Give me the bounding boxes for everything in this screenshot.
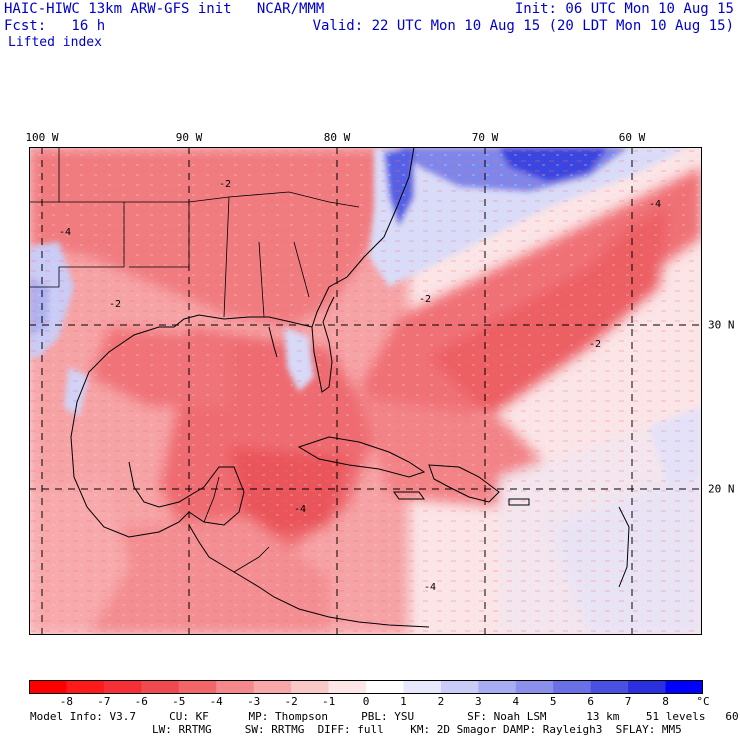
model-info-line2: LW: RRTMG SW: RRTMG DIFF: full KM: 2D Sm… (152, 723, 682, 736)
colorbar-label: 3 (474, 695, 482, 708)
colorbar-label: -7 (97, 695, 111, 708)
borders (29, 147, 360, 573)
colorbar-label: 1 (400, 695, 407, 708)
map-frame (29, 147, 702, 635)
lon-label-90w: 90 W (175, 131, 203, 144)
colorbar-label: 8 (662, 695, 669, 708)
colorbar (29, 680, 703, 694)
contour-label: -4 (59, 227, 71, 238)
colorbar-label: -3 (247, 695, 261, 708)
colorbar-label: -2 (284, 695, 298, 708)
lon-label-60w: 60 W (618, 131, 646, 144)
colorbar-frame (29, 680, 703, 694)
contour-label: -2 (219, 179, 231, 190)
contour-label: -4 (424, 582, 436, 593)
colorbar-swatch (665, 680, 703, 694)
colorbar-swatch (403, 680, 442, 694)
colorbar-label: 0 (362, 695, 370, 708)
colorbar-swatch (291, 680, 330, 694)
texture-overlay (29, 147, 702, 635)
lifted-index-map: -4 -2 -2 -4 -2 -4 -4 -2 (29, 147, 702, 635)
model-info-line1: Model Info: V3.7 CU: KF MP: Thompson PBL… (30, 710, 740, 723)
colorbar-swatch (478, 680, 517, 694)
field-name: Lifted index (8, 35, 102, 50)
lat-label-30n: 30 N (708, 318, 735, 332)
coastlines (70, 147, 630, 628)
colorbar-label: 7 (624, 695, 632, 708)
contour-label: -2 (419, 294, 431, 305)
colorbar-swatch (366, 680, 404, 694)
colorbar-label: -6 (134, 695, 148, 708)
colorbar-swatch (590, 680, 629, 694)
colorbar-swatch (515, 680, 554, 694)
colorbar-label: -4 (209, 695, 223, 708)
colorbar-label: 6 (587, 695, 594, 708)
colorbar-swatch (66, 680, 105, 694)
valid-time: Valid: 22 UTC Mon 10 Aug 15 (20 LDT Mon … (312, 18, 734, 34)
colorbar-label: -5 (172, 695, 186, 708)
colorbar-label: -8 (59, 695, 74, 708)
model-title: HAIC-HIWC 13km ARW-GFS init NCAR/MMM (4, 1, 325, 17)
colorbar-swatch (328, 680, 367, 694)
colorbar-swatch (103, 680, 142, 694)
colorbar-swatch (178, 680, 217, 694)
lon-label-70w: 70 W (471, 131, 499, 144)
contour-labels: -4 -2 -2 -4 -2 -4 -4 -2 (59, 179, 661, 593)
init-time: Init: 06 UTC Mon 10 Aug 15 (514, 1, 734, 17)
colorbar-swatch (29, 680, 67, 694)
colorbar-swatch (141, 680, 180, 694)
contour-label: -2 (109, 299, 121, 310)
contour-label: -4 (294, 504, 306, 515)
colorbar-swatch (216, 680, 255, 694)
colorbar-swatch (553, 680, 592, 694)
contour-label: -4 (649, 199, 661, 210)
colorbar-label: 2 (437, 695, 445, 708)
forecast-hour: Fcst: 16 h (4, 18, 106, 34)
colorbar-unit: °C (696, 695, 710, 708)
colorbar-label: 5 (549, 695, 557, 708)
graticule (29, 147, 702, 635)
contour-label: -2 (589, 339, 601, 350)
lat-label-20n: 20 N (708, 482, 735, 496)
lon-label-80w: 80 W (323, 131, 351, 144)
colorbar-swatch (628, 680, 667, 694)
colorbar-swatch (440, 680, 479, 694)
colorbar-label: 4 (512, 695, 520, 708)
colorbar-swatch (253, 680, 292, 694)
lon-label-100w: 100 W (25, 131, 59, 144)
colorbar-label: -1 (321, 695, 336, 708)
